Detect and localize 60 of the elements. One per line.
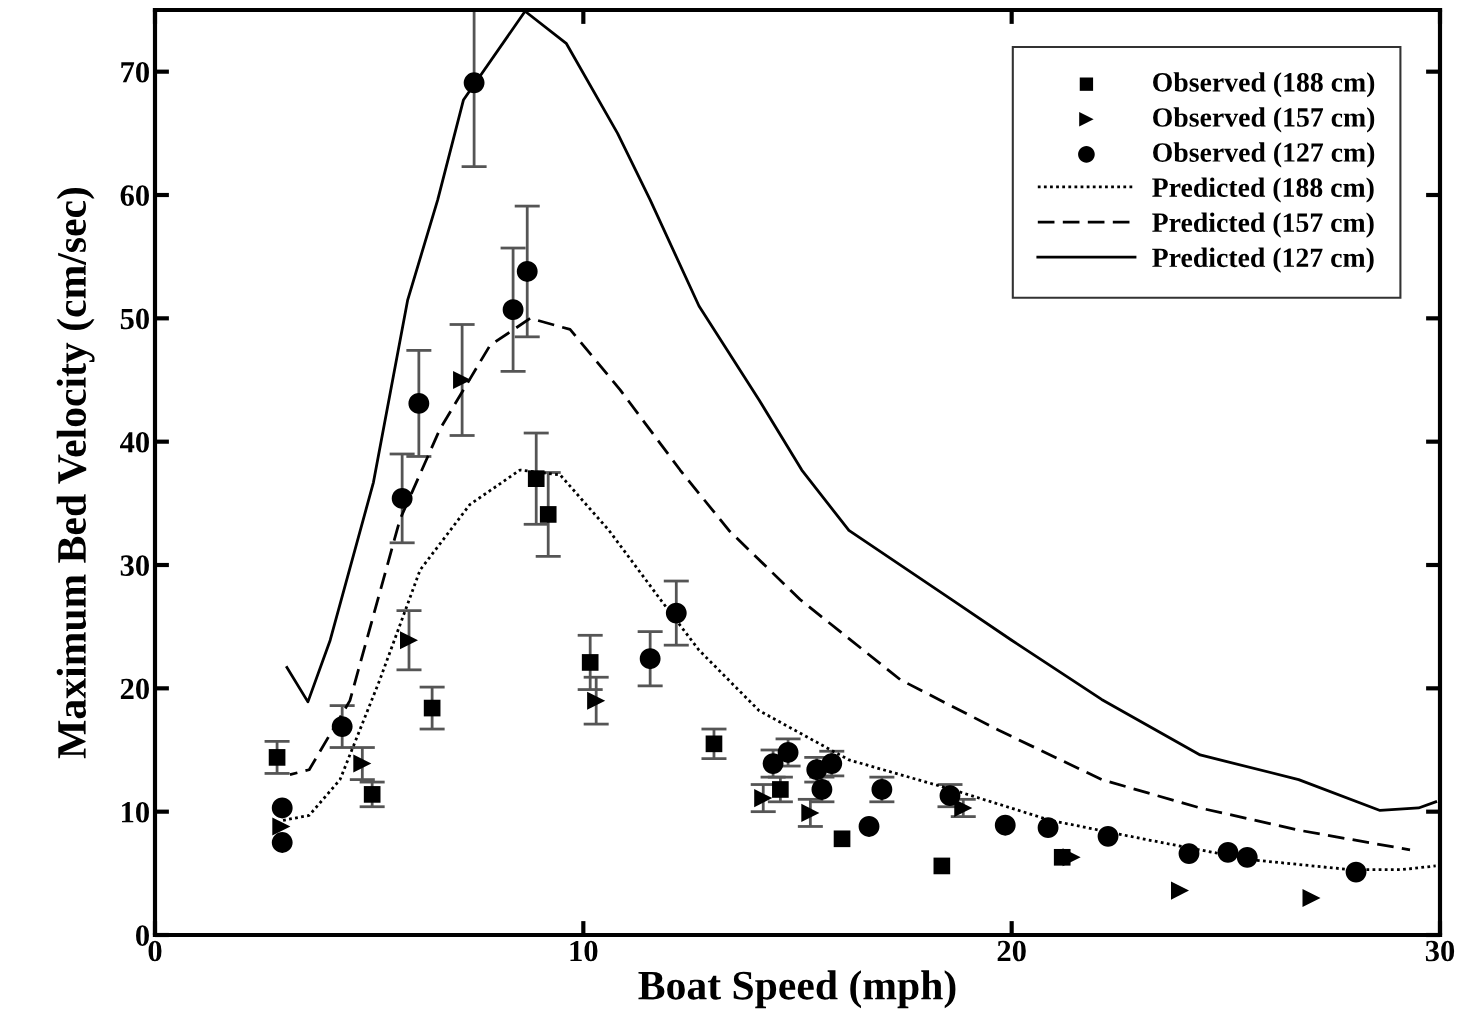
point: [1236, 846, 1258, 868]
point: [665, 602, 687, 624]
point: [933, 857, 951, 875]
point: [353, 754, 372, 773]
legend-label: Observed (157 cm): [1153, 107, 1375, 133]
point: [399, 631, 419, 650]
point: [1062, 848, 1081, 867]
line-series: [288, 316, 1412, 852]
point: [1302, 888, 1321, 908]
point: [408, 393, 430, 414]
legend-label: Observed (127 cm): [1153, 142, 1375, 168]
y-tick-label: 0: [136, 925, 149, 946]
y-tick-label: 70: [121, 61, 149, 83]
x-tick-label: 10: [570, 940, 598, 962]
point: [391, 487, 413, 509]
point: [1178, 843, 1200, 865]
point: [1037, 817, 1059, 839]
x-axis-title: Boat Speed (mph): [638, 970, 956, 1009]
point: [502, 299, 524, 321]
point: [539, 506, 557, 523]
point: [581, 654, 599, 671]
point: [527, 470, 545, 487]
legend-label: Predicted (127 cm): [1152, 247, 1374, 273]
point: [363, 786, 381, 803]
point: [639, 648, 661, 670]
point: [331, 716, 353, 737]
point: [762, 753, 784, 774]
point: [858, 816, 880, 837]
point: [833, 830, 851, 848]
point: [272, 817, 291, 836]
point: [453, 370, 472, 390]
legend-label: Predicted (188 cm): [1152, 177, 1374, 203]
x-tick-label: 20: [997, 940, 1026, 962]
point: [463, 72, 485, 94]
y-tick-label: 20: [120, 678, 149, 700]
point: [772, 781, 789, 798]
y-tick-label: 10: [122, 801, 149, 823]
point: [777, 742, 799, 763]
point: [705, 735, 723, 753]
x-tick-label: 30: [1425, 940, 1455, 962]
point: [1170, 881, 1190, 900]
point: [1097, 825, 1119, 847]
point: [268, 749, 286, 766]
point: [516, 261, 538, 282]
point: [1217, 841, 1239, 863]
legend-label: Observed (188 cm): [1153, 72, 1375, 98]
point: [423, 699, 441, 717]
y-tick-label: 60: [120, 185, 149, 206]
y-axis-title: Maximum Bed Velocity (cm/sec): [56, 187, 95, 759]
point: [754, 789, 773, 808]
point: [1345, 861, 1367, 883]
point: [271, 797, 293, 819]
legend-label: Predicted (157 cm): [1152, 212, 1374, 238]
y-tick-label: 50: [120, 308, 149, 330]
y-tick-label: 40: [120, 431, 149, 453]
point: [801, 803, 820, 822]
point: [271, 832, 293, 853]
point: [587, 691, 606, 710]
y-tick-label: 30: [120, 555, 149, 576]
point: [994, 814, 1016, 836]
